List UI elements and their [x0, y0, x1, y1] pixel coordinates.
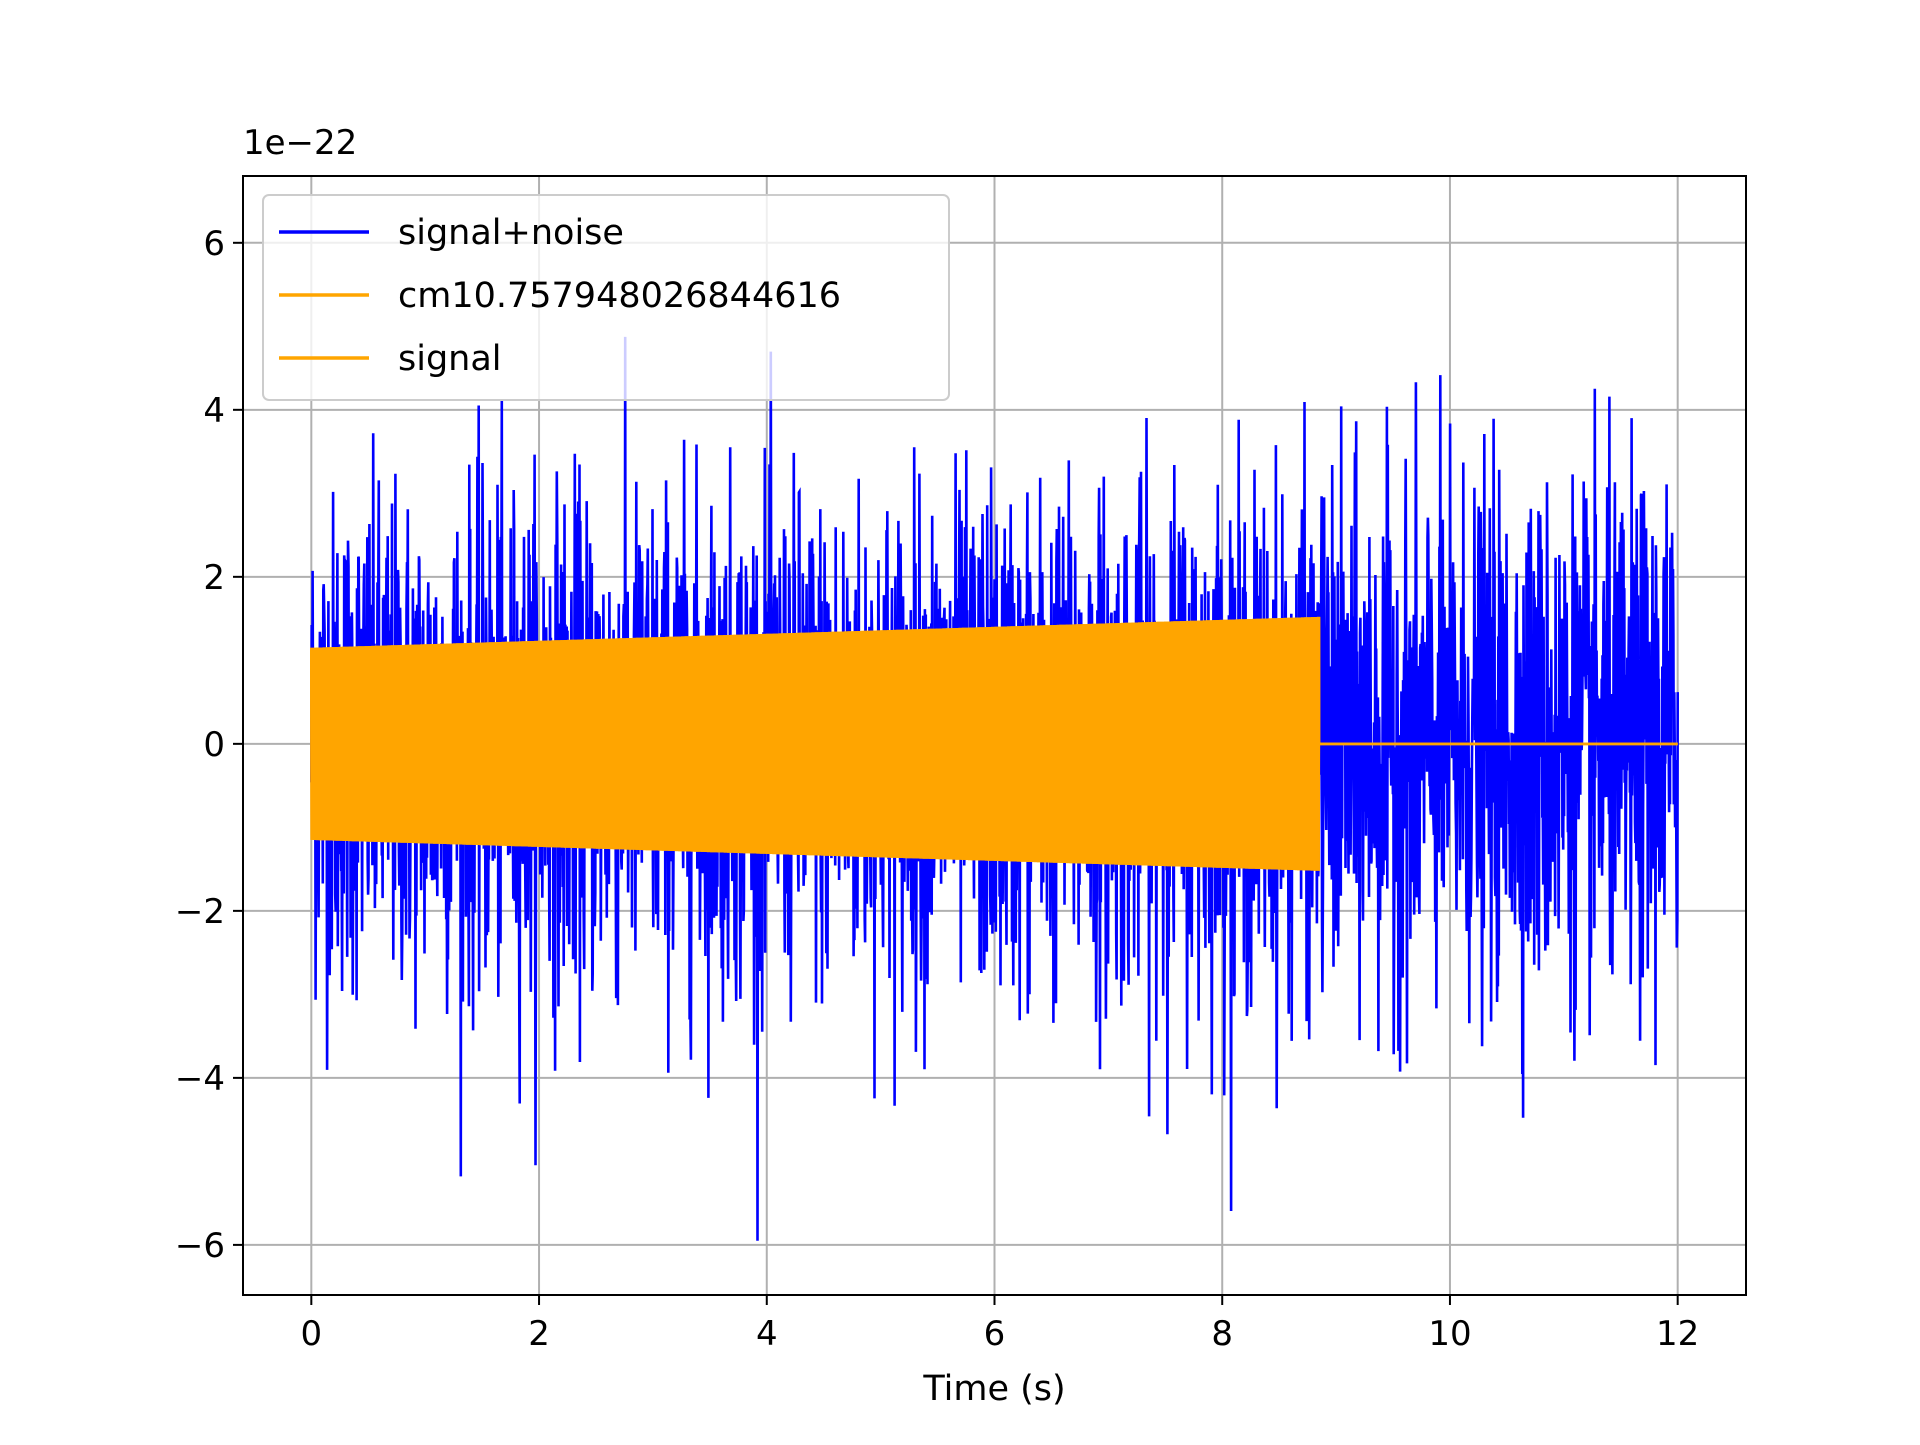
x-tick-label: 2	[528, 1314, 550, 1354]
legend-label: signal+noise	[398, 213, 624, 253]
y-tick-label: 0	[203, 725, 225, 765]
legend-label: cm10.757948026844616	[398, 276, 841, 316]
y-tick-label: −2	[175, 892, 225, 932]
y-tick-label: −6	[175, 1226, 225, 1266]
x-tick-label: 4	[756, 1314, 778, 1354]
x-tick-label: 6	[984, 1314, 1006, 1354]
y-tick-label: 4	[203, 391, 225, 431]
x-tick-label: 10	[1428, 1314, 1471, 1354]
series-signal-line	[310, 616, 1678, 871]
x-tick-label: 0	[300, 1314, 322, 1354]
y-tick-label: 6	[203, 224, 225, 264]
y-offset-label: 1e−22	[243, 123, 357, 163]
legend-box	[262, 194, 950, 401]
y-tick-label: 2	[203, 558, 225, 598]
x-tick-label: 8	[1211, 1314, 1233, 1354]
legend: signal+noise cm10.757948026844616 signal	[262, 194, 950, 401]
x-axis-label: Time (s)	[922, 1369, 1065, 1409]
legend-label: signal	[398, 339, 502, 379]
tick-layer: 0 2 4 6 8 10 12 −6 −4 −2 0 2 4 6	[175, 224, 1699, 1354]
x-tick-label: 12	[1656, 1314, 1699, 1354]
y-tick-label: −4	[175, 1059, 225, 1099]
series-layer	[310, 336, 1679, 1241]
